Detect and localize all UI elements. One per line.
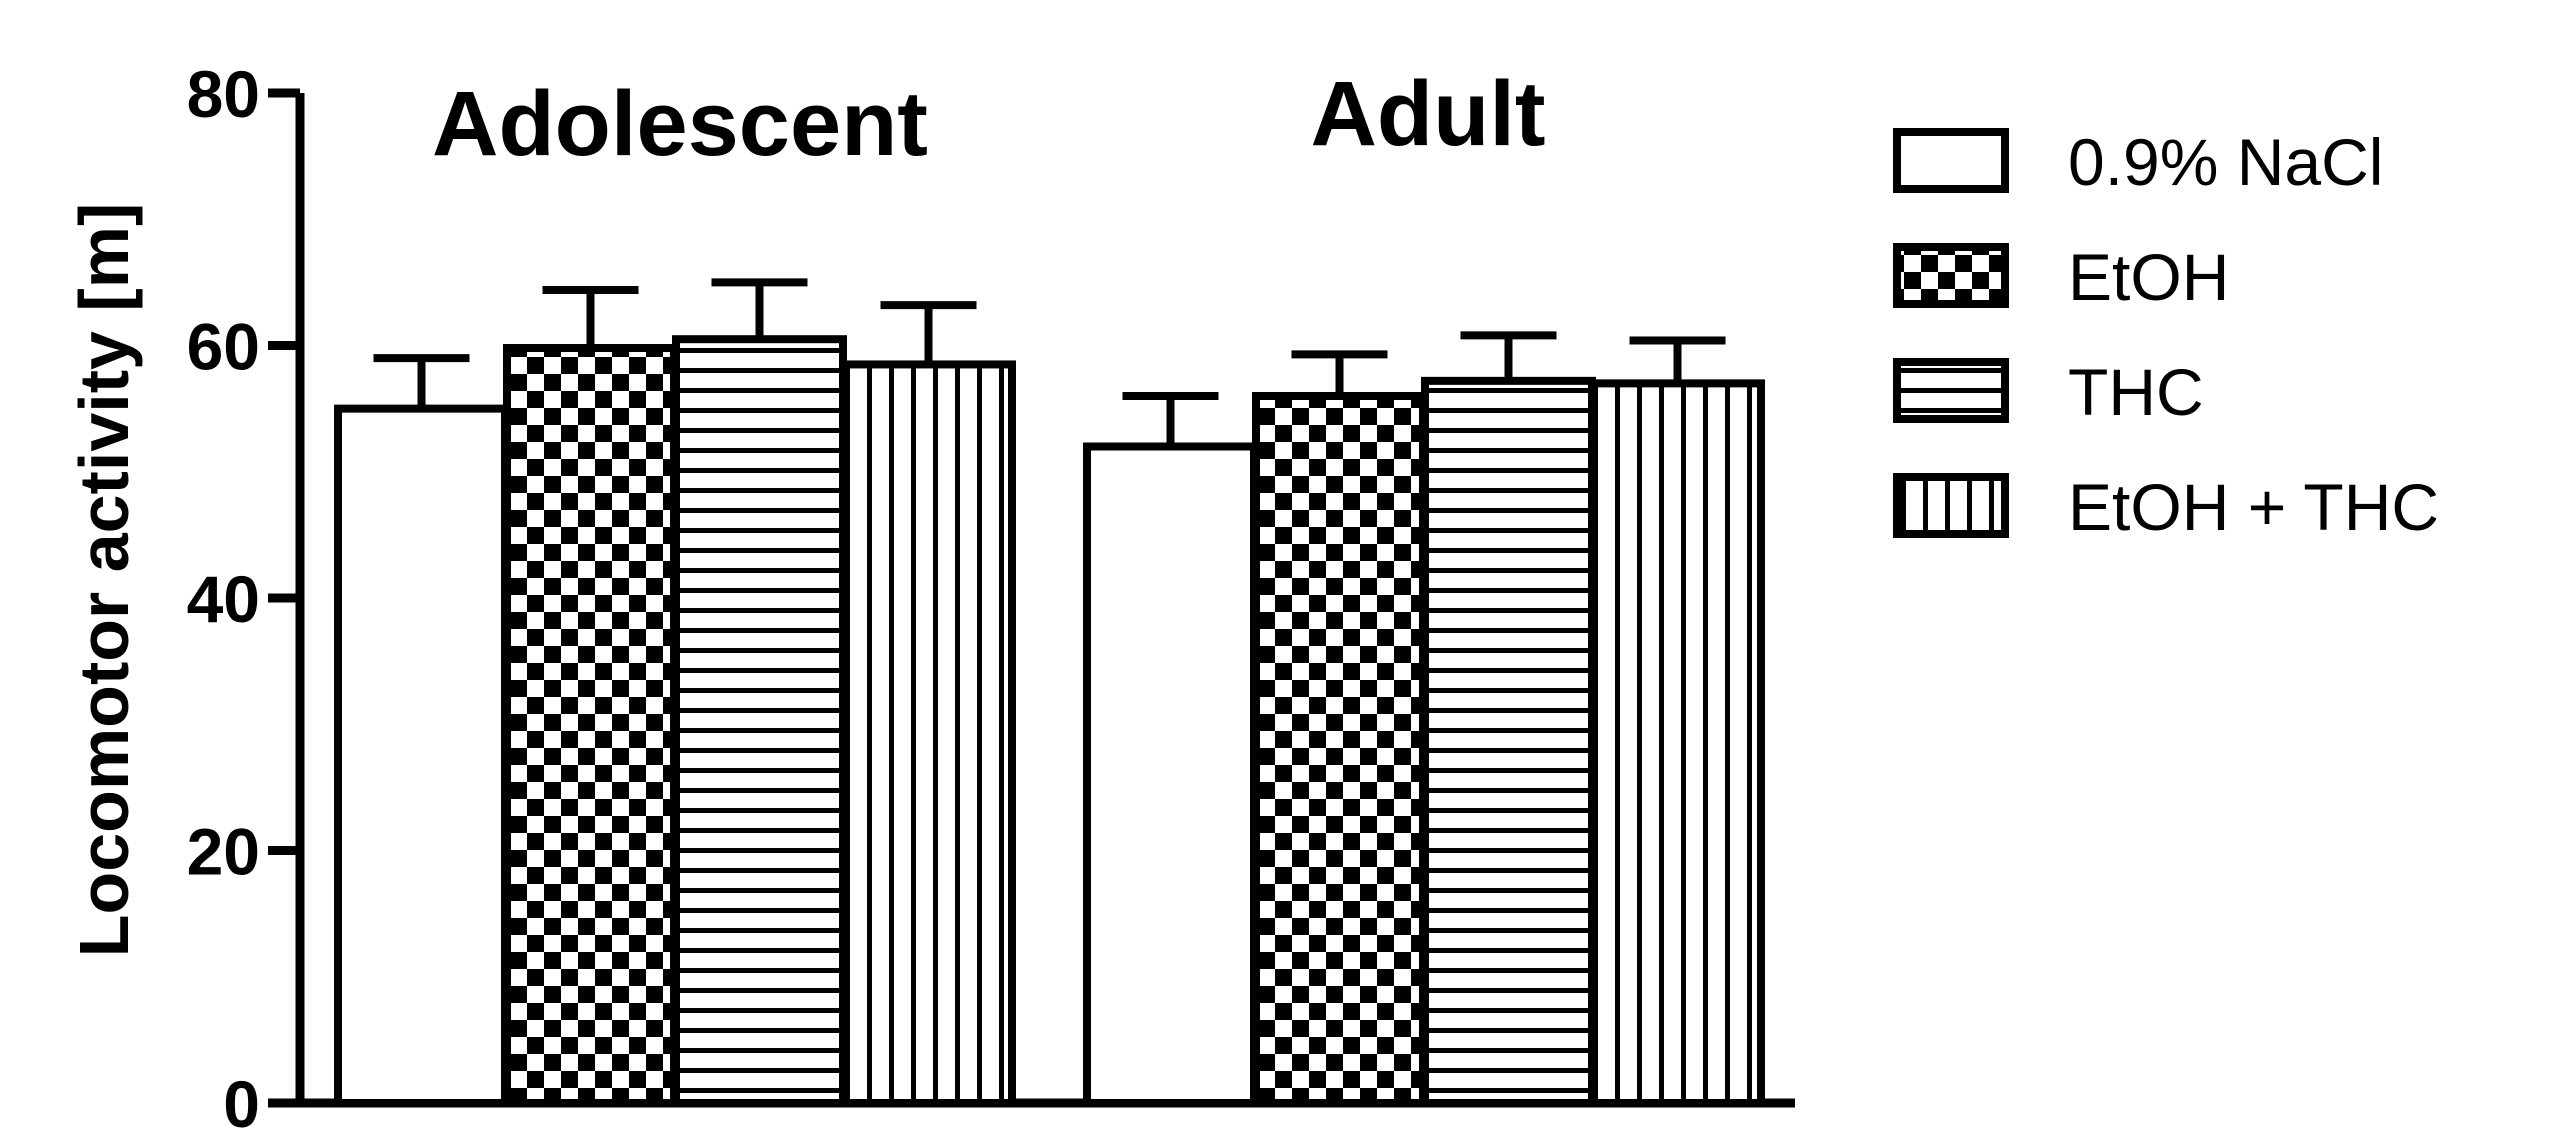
legend-label: EtOH — [2068, 240, 2229, 314]
bar — [1083, 442, 1258, 1107]
bar — [1421, 376, 1596, 1108]
group-label-adolescent: Adolescent — [432, 73, 928, 175]
legend-label: 0.9% NaCl — [2068, 125, 2383, 199]
group-label-adult: Adult — [1310, 63, 1545, 165]
bar — [1590, 379, 1765, 1107]
legend-swatch — [1893, 128, 2009, 193]
legend-swatch — [1893, 473, 2009, 538]
bars — [334, 278, 1765, 1108]
legend-label: EtOH + THC — [2068, 470, 2439, 544]
bar — [1252, 392, 1427, 1107]
legend-swatch — [1893, 243, 2009, 308]
bar — [672, 335, 847, 1107]
bar — [841, 360, 1016, 1107]
bar — [334, 404, 509, 1107]
labels: Adolescent Adult Locomotor activity [m] — [65, 63, 1546, 957]
legend-label: THC — [2068, 355, 2204, 429]
y-tick-label: 20 — [187, 815, 260, 889]
y-tick-label: 40 — [187, 562, 260, 636]
y-axis-title: Locomotor activity [m] — [65, 203, 143, 958]
bar — [503, 344, 678, 1107]
y-tick-label: 0 — [223, 1067, 260, 1141]
y-tick-label: 80 — [187, 57, 260, 131]
legend-swatch — [1893, 358, 2009, 423]
y-tick-label: 60 — [187, 310, 260, 384]
legend: 0.9% NaCl EtOH THC EtOH + THC — [1893, 125, 2439, 544]
